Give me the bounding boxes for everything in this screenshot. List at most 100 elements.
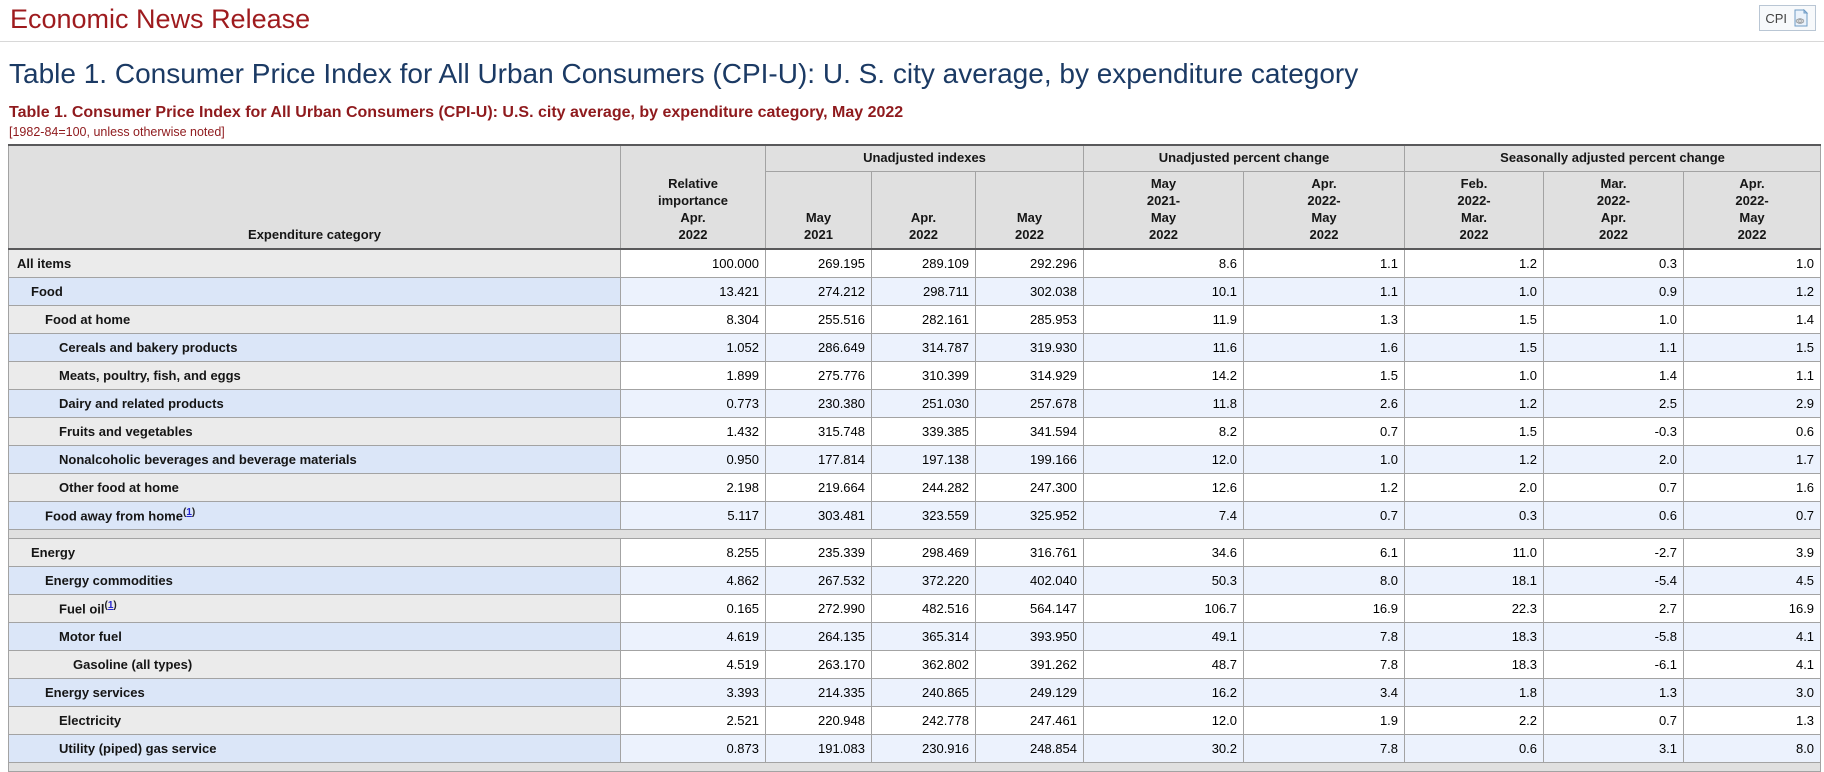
value-cell: 4.519 bbox=[620, 649, 766, 679]
value-cell: 199.166 bbox=[975, 444, 1084, 474]
value-cell: 2.2 bbox=[1404, 705, 1545, 735]
table-caption: Table 1. Consumer Price Index for All Ur… bbox=[9, 103, 904, 121]
category-cell: Cereals and bakery products bbox=[8, 332, 621, 362]
value-cell: 1.6 bbox=[1242, 332, 1406, 362]
group-header-unadjusted-percent-change: Unadjusted percent change bbox=[1082, 144, 1406, 172]
value-cell: 341.594 bbox=[975, 416, 1084, 446]
category-cell: Dairy and related products bbox=[8, 388, 621, 418]
column-header-apr2022-may2022: Apr. 2022- May 2022 bbox=[1242, 170, 1406, 251]
cpi-table: Expenditure category Relative importance… bbox=[7, 143, 1822, 772]
value-cell: 325.952 bbox=[975, 500, 1084, 530]
group-header-seasonally-adjusted-percent-change: Seasonally adjusted percent change bbox=[1404, 144, 1822, 172]
value-cell: 0.873 bbox=[620, 733, 766, 763]
spacer-cell bbox=[7, 528, 1822, 539]
column-header-may-2022: May 2022 bbox=[975, 170, 1084, 251]
value-cell: 4.1 bbox=[1683, 621, 1822, 651]
value-cell: 298.469 bbox=[871, 537, 976, 567]
value-cell: 240.865 bbox=[871, 677, 976, 707]
category-label: Food away from home bbox=[45, 508, 183, 524]
value-cell: 1.3 bbox=[1543, 677, 1685, 707]
page-link-icon bbox=[1792, 9, 1810, 27]
value-cell: 12.0 bbox=[1083, 705, 1244, 735]
value-cell: 251.030 bbox=[871, 388, 976, 418]
value-cell: 302.038 bbox=[975, 276, 1084, 306]
value-cell: 289.109 bbox=[871, 248, 976, 278]
value-cell: 18.1 bbox=[1404, 565, 1545, 595]
value-cell: 292.296 bbox=[975, 248, 1084, 278]
value-cell: 274.212 bbox=[765, 276, 872, 306]
value-cell: 30.2 bbox=[1083, 733, 1244, 763]
value-cell: 214.335 bbox=[765, 677, 872, 707]
category-cell: Other food at home bbox=[8, 472, 621, 502]
value-cell: 0.3 bbox=[1543, 248, 1685, 278]
value-cell: 4.619 bbox=[620, 621, 766, 651]
value-cell: -2.7 bbox=[1543, 537, 1685, 567]
value-cell: -5.4 bbox=[1543, 565, 1685, 595]
value-cell: 4.862 bbox=[620, 565, 766, 595]
value-cell: 267.532 bbox=[765, 565, 872, 595]
value-cell: 18.3 bbox=[1404, 621, 1545, 651]
category-cell: Meats, poultry, fish, and eggs bbox=[8, 360, 621, 390]
value-cell: 1.4 bbox=[1543, 360, 1685, 390]
value-cell: 1.052 bbox=[620, 332, 766, 362]
value-cell: 303.481 bbox=[765, 500, 872, 530]
value-cell: -0.3 bbox=[1543, 416, 1685, 446]
footnote-ref: (1) bbox=[104, 600, 117, 612]
value-cell: 34.6 bbox=[1083, 537, 1244, 567]
relative-importance-header: Relative importance Apr. 2022 bbox=[620, 144, 766, 251]
table-row: Motor fuel 4.619 264.135 365.314 393.950… bbox=[8, 621, 1822, 651]
table-row: Energy commodities 4.862 267.532 372.220… bbox=[8, 565, 1822, 595]
category-cell: Fruits and vegetables bbox=[8, 416, 621, 446]
value-cell: 2.7 bbox=[1543, 593, 1685, 623]
column-header-row: May 2021 Apr. 2022 May 2022 May 2021- Ma… bbox=[9, 170, 1822, 251]
value-cell: 0.165 bbox=[620, 593, 766, 623]
value-cell: 3.4 bbox=[1242, 677, 1406, 707]
value-cell: 7.8 bbox=[1242, 621, 1406, 651]
value-cell: 8.304 bbox=[620, 304, 766, 334]
table-row: Fruits and vegetables 1.432 315.748 339.… bbox=[8, 416, 1822, 446]
category-label: Food at home bbox=[45, 311, 131, 327]
table-row: Energy services 3.393 214.335 240.865 24… bbox=[8, 677, 1822, 707]
value-cell: 100.000 bbox=[620, 248, 766, 278]
table-row: Meats, poultry, fish, and eggs 1.899 275… bbox=[8, 360, 1822, 390]
value-cell: 1.1 bbox=[1543, 332, 1685, 362]
category-label: Fruits and vegetables bbox=[59, 423, 193, 439]
value-cell: 3.0 bbox=[1683, 677, 1822, 707]
footnote-link[interactable]: 1 bbox=[186, 507, 192, 519]
value-cell: 8.0 bbox=[1683, 733, 1822, 763]
category-cell: Utility (piped) gas service bbox=[8, 733, 621, 763]
value-cell: 7.4 bbox=[1083, 500, 1244, 530]
category-label: Dairy and related products bbox=[59, 395, 224, 411]
value-cell: 2.198 bbox=[620, 472, 766, 502]
value-cell: 269.195 bbox=[765, 248, 872, 278]
value-cell: 8.6 bbox=[1083, 248, 1244, 278]
category-cell: Energy commodities bbox=[8, 565, 621, 595]
category-cell: All items bbox=[8, 248, 621, 278]
value-cell: 1.6 bbox=[1683, 472, 1822, 502]
value-cell: 391.262 bbox=[975, 649, 1084, 679]
value-cell: 11.8 bbox=[1083, 388, 1244, 418]
table-row: Food away from home(1) 5.117 303.481 323… bbox=[8, 500, 1822, 530]
footnote-link[interactable]: 1 bbox=[107, 600, 114, 612]
category-label: Cereals and bakery products bbox=[59, 339, 238, 355]
header-divider bbox=[0, 40, 1824, 42]
category-label: Meats, poultry, fish, and eggs bbox=[59, 367, 241, 383]
top-bar: Economic News Release CPI bbox=[0, 0, 1824, 37]
footnote-ref: (1) bbox=[182, 507, 196, 519]
cpi-badge-label: CPI bbox=[1765, 10, 1787, 26]
value-cell: 1.3 bbox=[1242, 304, 1406, 334]
value-cell: 16.2 bbox=[1083, 677, 1244, 707]
cpi-badge-button[interactable]: CPI bbox=[1759, 5, 1816, 31]
spacer-cell bbox=[7, 761, 1822, 772]
value-cell: 1.1 bbox=[1242, 248, 1406, 278]
value-cell: 49.1 bbox=[1083, 621, 1244, 651]
value-cell: 255.516 bbox=[765, 304, 872, 334]
table-body: All items 100.000 269.195 289.109 292.29… bbox=[7, 248, 1822, 772]
value-cell: -6.1 bbox=[1543, 649, 1685, 679]
value-cell: 298.711 bbox=[871, 276, 976, 306]
value-cell: 12.6 bbox=[1083, 472, 1244, 502]
category-label: Energy services bbox=[45, 684, 145, 700]
value-cell: 0.6 bbox=[1683, 416, 1822, 446]
value-cell: 247.461 bbox=[975, 705, 1084, 735]
value-cell: 247.300 bbox=[975, 472, 1084, 502]
